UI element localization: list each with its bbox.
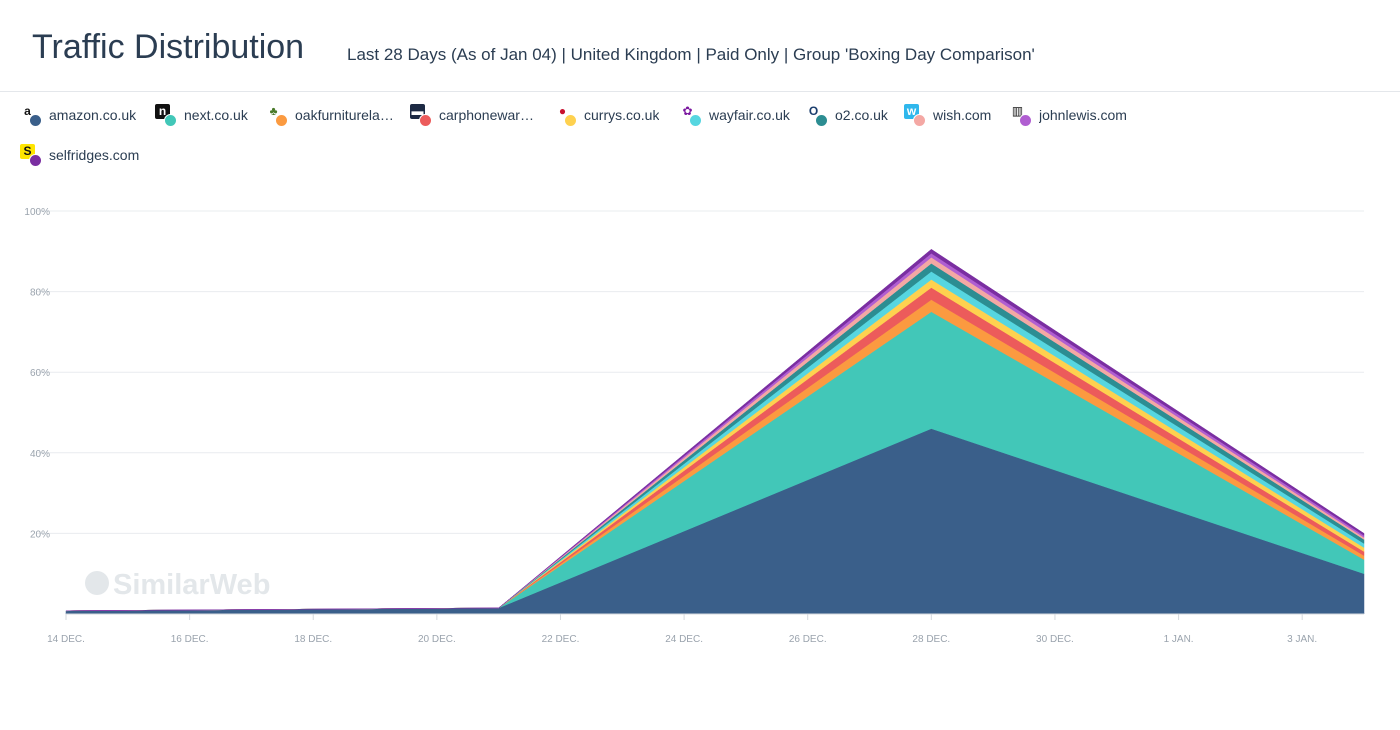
legend-item[interactable]: ▥ johnlewis.com xyxy=(1010,100,1127,130)
page-subtitle: Last 28 Days (As of Jan 04) | United Kin… xyxy=(347,45,1035,64)
legend-item[interactable]: n next.co.uk xyxy=(155,100,248,130)
x-tick-label: 30 DEC. xyxy=(1036,634,1074,645)
legend-label: wish.com xyxy=(933,107,992,123)
x-tick-label: 1 JAN. xyxy=(1164,634,1194,645)
x-tick-label: 3 JAN. xyxy=(1287,634,1317,645)
similarweb-watermark: SimilarWeb xyxy=(85,569,270,601)
legend-color-dot xyxy=(913,114,926,127)
legend-label: oakfurniturela… xyxy=(295,107,394,123)
legend-item[interactable]: ✿ wayfair.co.uk xyxy=(680,100,790,130)
svg-text:SimilarWeb: SimilarWeb xyxy=(113,569,270,601)
legend-color-dot xyxy=(29,154,42,167)
legend-color-dot xyxy=(815,114,828,127)
legend-color-dot xyxy=(564,114,577,127)
chart-header: Traffic Distribution Last 28 Days (As of… xyxy=(0,0,1400,92)
next-logo-icon: n xyxy=(155,104,177,127)
x-tick-label: 16 DEC. xyxy=(171,634,209,645)
x-tick-label: 22 DEC. xyxy=(542,634,580,645)
currys-logo-icon: ● xyxy=(555,104,577,127)
x-tick-label: 14 DEC. xyxy=(47,634,85,645)
legend-label: carphoneware… xyxy=(439,107,539,123)
legend-color-dot xyxy=(275,114,288,127)
x-tick-label: 24 DEC. xyxy=(665,634,703,645)
y-tick-label: 60% xyxy=(30,368,50,379)
x-tick-label: 20 DEC. xyxy=(418,634,456,645)
y-tick-label: 40% xyxy=(30,449,50,460)
legend-color-dot xyxy=(29,114,42,127)
legend-label: johnlewis.com xyxy=(1039,107,1127,123)
johnlewis-logo-icon: ▥ xyxy=(1010,104,1032,127)
legend-color-dot xyxy=(419,114,432,127)
legend-label: o2.co.uk xyxy=(835,107,888,123)
x-tick-label: 28 DEC. xyxy=(912,634,950,645)
legend-color-dot xyxy=(689,114,702,127)
o2-logo-icon: O xyxy=(806,104,828,127)
legend-item[interactable]: w wish.com xyxy=(904,100,991,130)
legend-color-dot xyxy=(164,114,177,127)
wish-logo-icon: w xyxy=(904,104,926,127)
legend-item[interactable]: a amazon.co.uk xyxy=(20,100,136,130)
area-chart: 100% 80% 60% 40% 20% SimilarWeb 14 DEC. 16 DEC.… xyxy=(24,207,1365,645)
legend-color-dot xyxy=(1019,114,1032,127)
legend-label: currys.co.uk xyxy=(584,107,660,123)
legend-label: wayfair.co.uk xyxy=(709,107,790,123)
legend-item[interactable]: ♣ oakfurniturela… xyxy=(266,100,394,130)
carphonewarehouse-logo-icon: ▬ xyxy=(410,104,432,127)
oakfurnitureland-logo-icon: ♣ xyxy=(266,104,288,127)
area-series[interactable] xyxy=(65,248,1365,612)
amazon-logo-icon: a xyxy=(20,104,42,127)
y-tick-label: 100% xyxy=(24,207,50,218)
selfridges-logo-icon: S xyxy=(20,144,42,167)
legend-label: amazon.co.uk xyxy=(49,107,137,123)
legend-label: selfridges.com xyxy=(49,147,140,163)
x-tick-label: 26 DEC. xyxy=(789,634,827,645)
y-tick-label: 20% xyxy=(30,529,50,540)
legend-item[interactable]: ▬ carphoneware… xyxy=(410,100,539,130)
x-tick-label: 18 DEC. xyxy=(294,634,332,645)
y-tick-label: 80% xyxy=(30,288,50,299)
legend-item[interactable]: ● currys.co.uk xyxy=(555,100,659,130)
page-title: Traffic Distribution xyxy=(32,28,305,66)
legend-label: next.co.uk xyxy=(184,107,248,123)
wayfair-logo-icon: ✿ xyxy=(680,104,702,127)
